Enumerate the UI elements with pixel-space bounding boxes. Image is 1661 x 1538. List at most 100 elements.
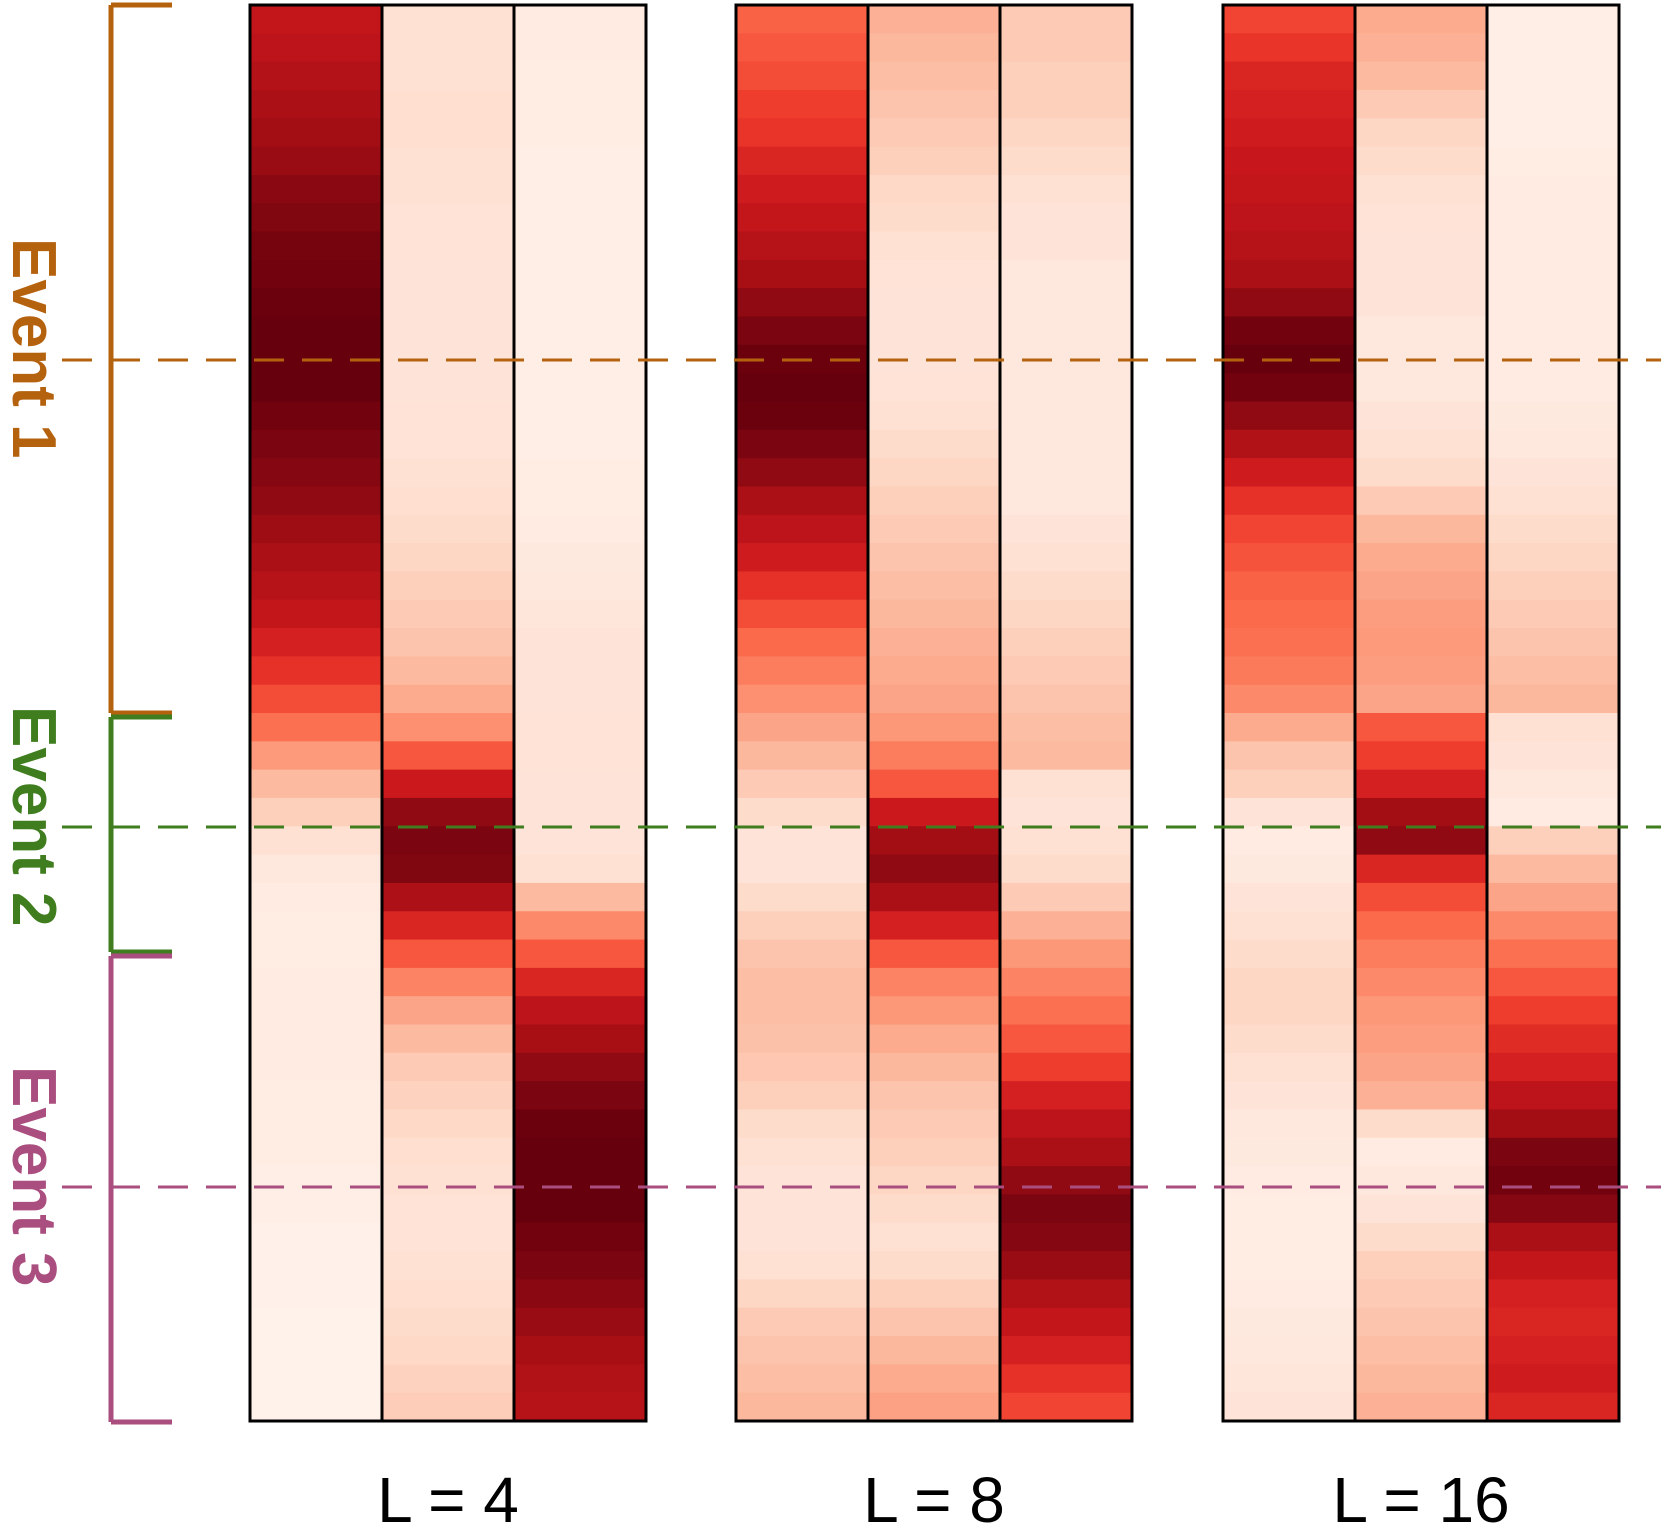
heatmap-cell-p3-c2-r21: [1355, 571, 1487, 601]
heatmap-cell-p2-c2-r45: [868, 1251, 1000, 1280]
heatmap-cell-p1-c3-r33: [514, 911, 646, 941]
heatmap-cell-p1-c3-r25: [514, 684, 646, 714]
heatmap-cell-p3-c1-r35: [1223, 967, 1355, 997]
heatmap-cell-p3-c2-r5: [1355, 118, 1487, 148]
heatmap-cell-p3-c1-r10: [1223, 259, 1355, 289]
heatmap-cell-p2-c1-r1: [736, 5, 868, 34]
heatmap-cell-p2-c3-r32: [1000, 882, 1132, 912]
heatmap-cell-p3-c2-r6: [1355, 146, 1487, 176]
heatmap-cell-p1-c3-r31: [514, 854, 646, 884]
heatmap-cell-p2-c3-r38: [1000, 1052, 1132, 1082]
heatmap-cell-p3-c1-r43: [1223, 1194, 1355, 1224]
heatmap-cell-p3-c3-r15: [1487, 401, 1619, 431]
heatmap-cell-p1-c1-r11: [250, 288, 382, 318]
heatmap-cell-p2-c1-r18: [736, 486, 868, 516]
heatmap-cell-p2-c3-r42: [1000, 1166, 1132, 1196]
heatmap-cell-p2-c3-r21: [1000, 571, 1132, 601]
heatmap-cell-p3-c1-r40: [1223, 1109, 1355, 1139]
heatmap-cell-p1-c2-r1: [382, 5, 514, 34]
heatmap-cell-p3-c2-r9: [1355, 231, 1487, 261]
heatmap-cell-p3-c3-r34: [1487, 939, 1619, 969]
heatmap-cell-p1-c2-r5: [382, 118, 514, 148]
heatmap-cell-p3-c2-r29: [1355, 797, 1487, 827]
heatmap-cell-p3-c1-r11: [1223, 288, 1355, 318]
heatmap-cell-p1-c1-r9: [250, 231, 382, 261]
heatmap-cell-p3-c1-r49: [1223, 1364, 1355, 1394]
heatmap-cell-p3-c1-r24: [1223, 656, 1355, 686]
heatmap-cell-p3-c3-r1: [1487, 5, 1619, 34]
heatmap-cell-p2-c3-r37: [1000, 1024, 1132, 1054]
heatmap-cell-p2-c3-r23: [1000, 628, 1132, 657]
heatmap-cell-p2-c1-r50: [736, 1392, 868, 1422]
heatmap-cell-p3-c1-r38: [1223, 1052, 1355, 1082]
heatmap-cell-p1-c3-r17: [514, 458, 646, 488]
heatmap-cell-p2-c2-r25: [868, 684, 1000, 714]
heatmap-cell-p3-c3-r19: [1487, 514, 1619, 544]
heatmap-cell-p3-c1-r5: [1223, 118, 1355, 148]
heatmap-cell-p2-c2-r7: [868, 174, 1000, 204]
heatmap-cell-p1-c1-r50: [250, 1392, 382, 1422]
heatmap-cell-p2-c3-r13: [1000, 344, 1132, 374]
heatmap-cell-p2-c3-r24: [1000, 656, 1132, 686]
heatmap-cell-p2-c1-r8: [736, 203, 868, 233]
heatmap-cell-p3-c2-r14: [1355, 373, 1487, 403]
heatmap-cell-p1-c3-r23: [514, 628, 646, 657]
heatmap-cell-p2-c3-r31: [1000, 854, 1132, 884]
heatmap-cell-p1-c1-r42: [250, 1166, 382, 1196]
heatmap-cell-p3-c1-r30: [1223, 826, 1355, 856]
heatmap-cell-p1-c2-r9: [382, 231, 514, 261]
heatmap-cell-p2-c3-r43: [1000, 1194, 1132, 1224]
heatmap-cell-p2-c2-r10: [868, 259, 1000, 289]
heatmap-cell-p3-c2-r15: [1355, 401, 1487, 431]
heatmap-cell-p1-c1-r16: [250, 429, 382, 459]
heatmap-cell-p2-c1-r48: [736, 1336, 868, 1365]
heatmap-cell-p3-c1-r36: [1223, 996, 1355, 1026]
heatmap-cell-p3-c1-r21: [1223, 571, 1355, 601]
heatmap-cell-p3-c1-r32: [1223, 882, 1355, 912]
heatmap-cell-p2-c1-r11: [736, 288, 868, 318]
heatmap-cell-p2-c3-r4: [1000, 89, 1132, 119]
heatmap-cell-p3-c1-r44: [1223, 1222, 1355, 1252]
heatmap-cell-p3-c2-r7: [1355, 174, 1487, 204]
heatmap-cell-p1-c1-r43: [250, 1194, 382, 1224]
heatmap-cell-p2-c3-r17: [1000, 458, 1132, 488]
heatmap-cell-p2-c3-r19: [1000, 514, 1132, 544]
heatmap-cell-p1-c1-r18: [250, 486, 382, 516]
heatmap-cell-p1-c1-r48: [250, 1336, 382, 1365]
heatmap-cell-p3-c2-r48: [1355, 1336, 1487, 1365]
heatmap-cell-p3-c2-r19: [1355, 514, 1487, 544]
heatmap-cell-p1-c2-r41: [382, 1137, 514, 1167]
heatmap-cell-p1-c1-r34: [250, 939, 382, 969]
heatmap-cell-p1-c2-r48: [382, 1336, 514, 1365]
heatmap-cell-p2-c3-r47: [1000, 1307, 1132, 1337]
heatmap-cell-p2-c2-r27: [868, 741, 1000, 771]
heatmap-cell-p1-c3-r39: [514, 1081, 646, 1111]
heatmap-cell-p3-c3-r25: [1487, 684, 1619, 714]
heatmap-cell-p1-c1-r40: [250, 1109, 382, 1139]
heatmap-cell-p1-c1-r6: [250, 146, 382, 176]
heatmap-cell-p2-c1-r24: [736, 656, 868, 686]
heatmap-cell-p2-c2-r38: [868, 1052, 1000, 1082]
panel-frame-3: [1221, 3, 1621, 1423]
heatmap-cell-p2-c1-r36: [736, 996, 868, 1026]
heatmap-cell-p3-c2-r24: [1355, 656, 1487, 686]
heatmap-cell-p1-c2-r43: [382, 1194, 514, 1224]
heatmap-cell-p2-c3-r36: [1000, 996, 1132, 1026]
heatmap-cell-p1-c3-r24: [514, 656, 646, 686]
heatmap-cell-p3-c2-r39: [1355, 1081, 1487, 1111]
heatmap-cell-p2-c3-r18: [1000, 486, 1132, 516]
heatmap-cell-p3-c2-r34: [1355, 939, 1487, 969]
heatmap-cell-p1-c2-r24: [382, 656, 514, 686]
heatmap-cell-p1-c1-r39: [250, 1081, 382, 1111]
heatmap-cell-p3-c2-r37: [1355, 1024, 1487, 1054]
heatmap-cell-p3-c2-r47: [1355, 1307, 1487, 1337]
heatmap-cell-p1-c2-r33: [382, 911, 514, 941]
heatmap-cell-p1-c2-r49: [382, 1364, 514, 1394]
heatmap-cell-p2-c2-r43: [868, 1194, 1000, 1224]
heatmap-cell-p2-c1-r35: [736, 967, 868, 997]
heatmap-cell-p3-c2-r41: [1355, 1137, 1487, 1167]
heatmap-cell-p1-c3-r43: [514, 1194, 646, 1224]
heatmap-cell-p2-c3-r40: [1000, 1109, 1132, 1139]
heatmap-cell-p2-c2-r18: [868, 486, 1000, 516]
heatmap-cell-p3-c2-r36: [1355, 996, 1487, 1026]
